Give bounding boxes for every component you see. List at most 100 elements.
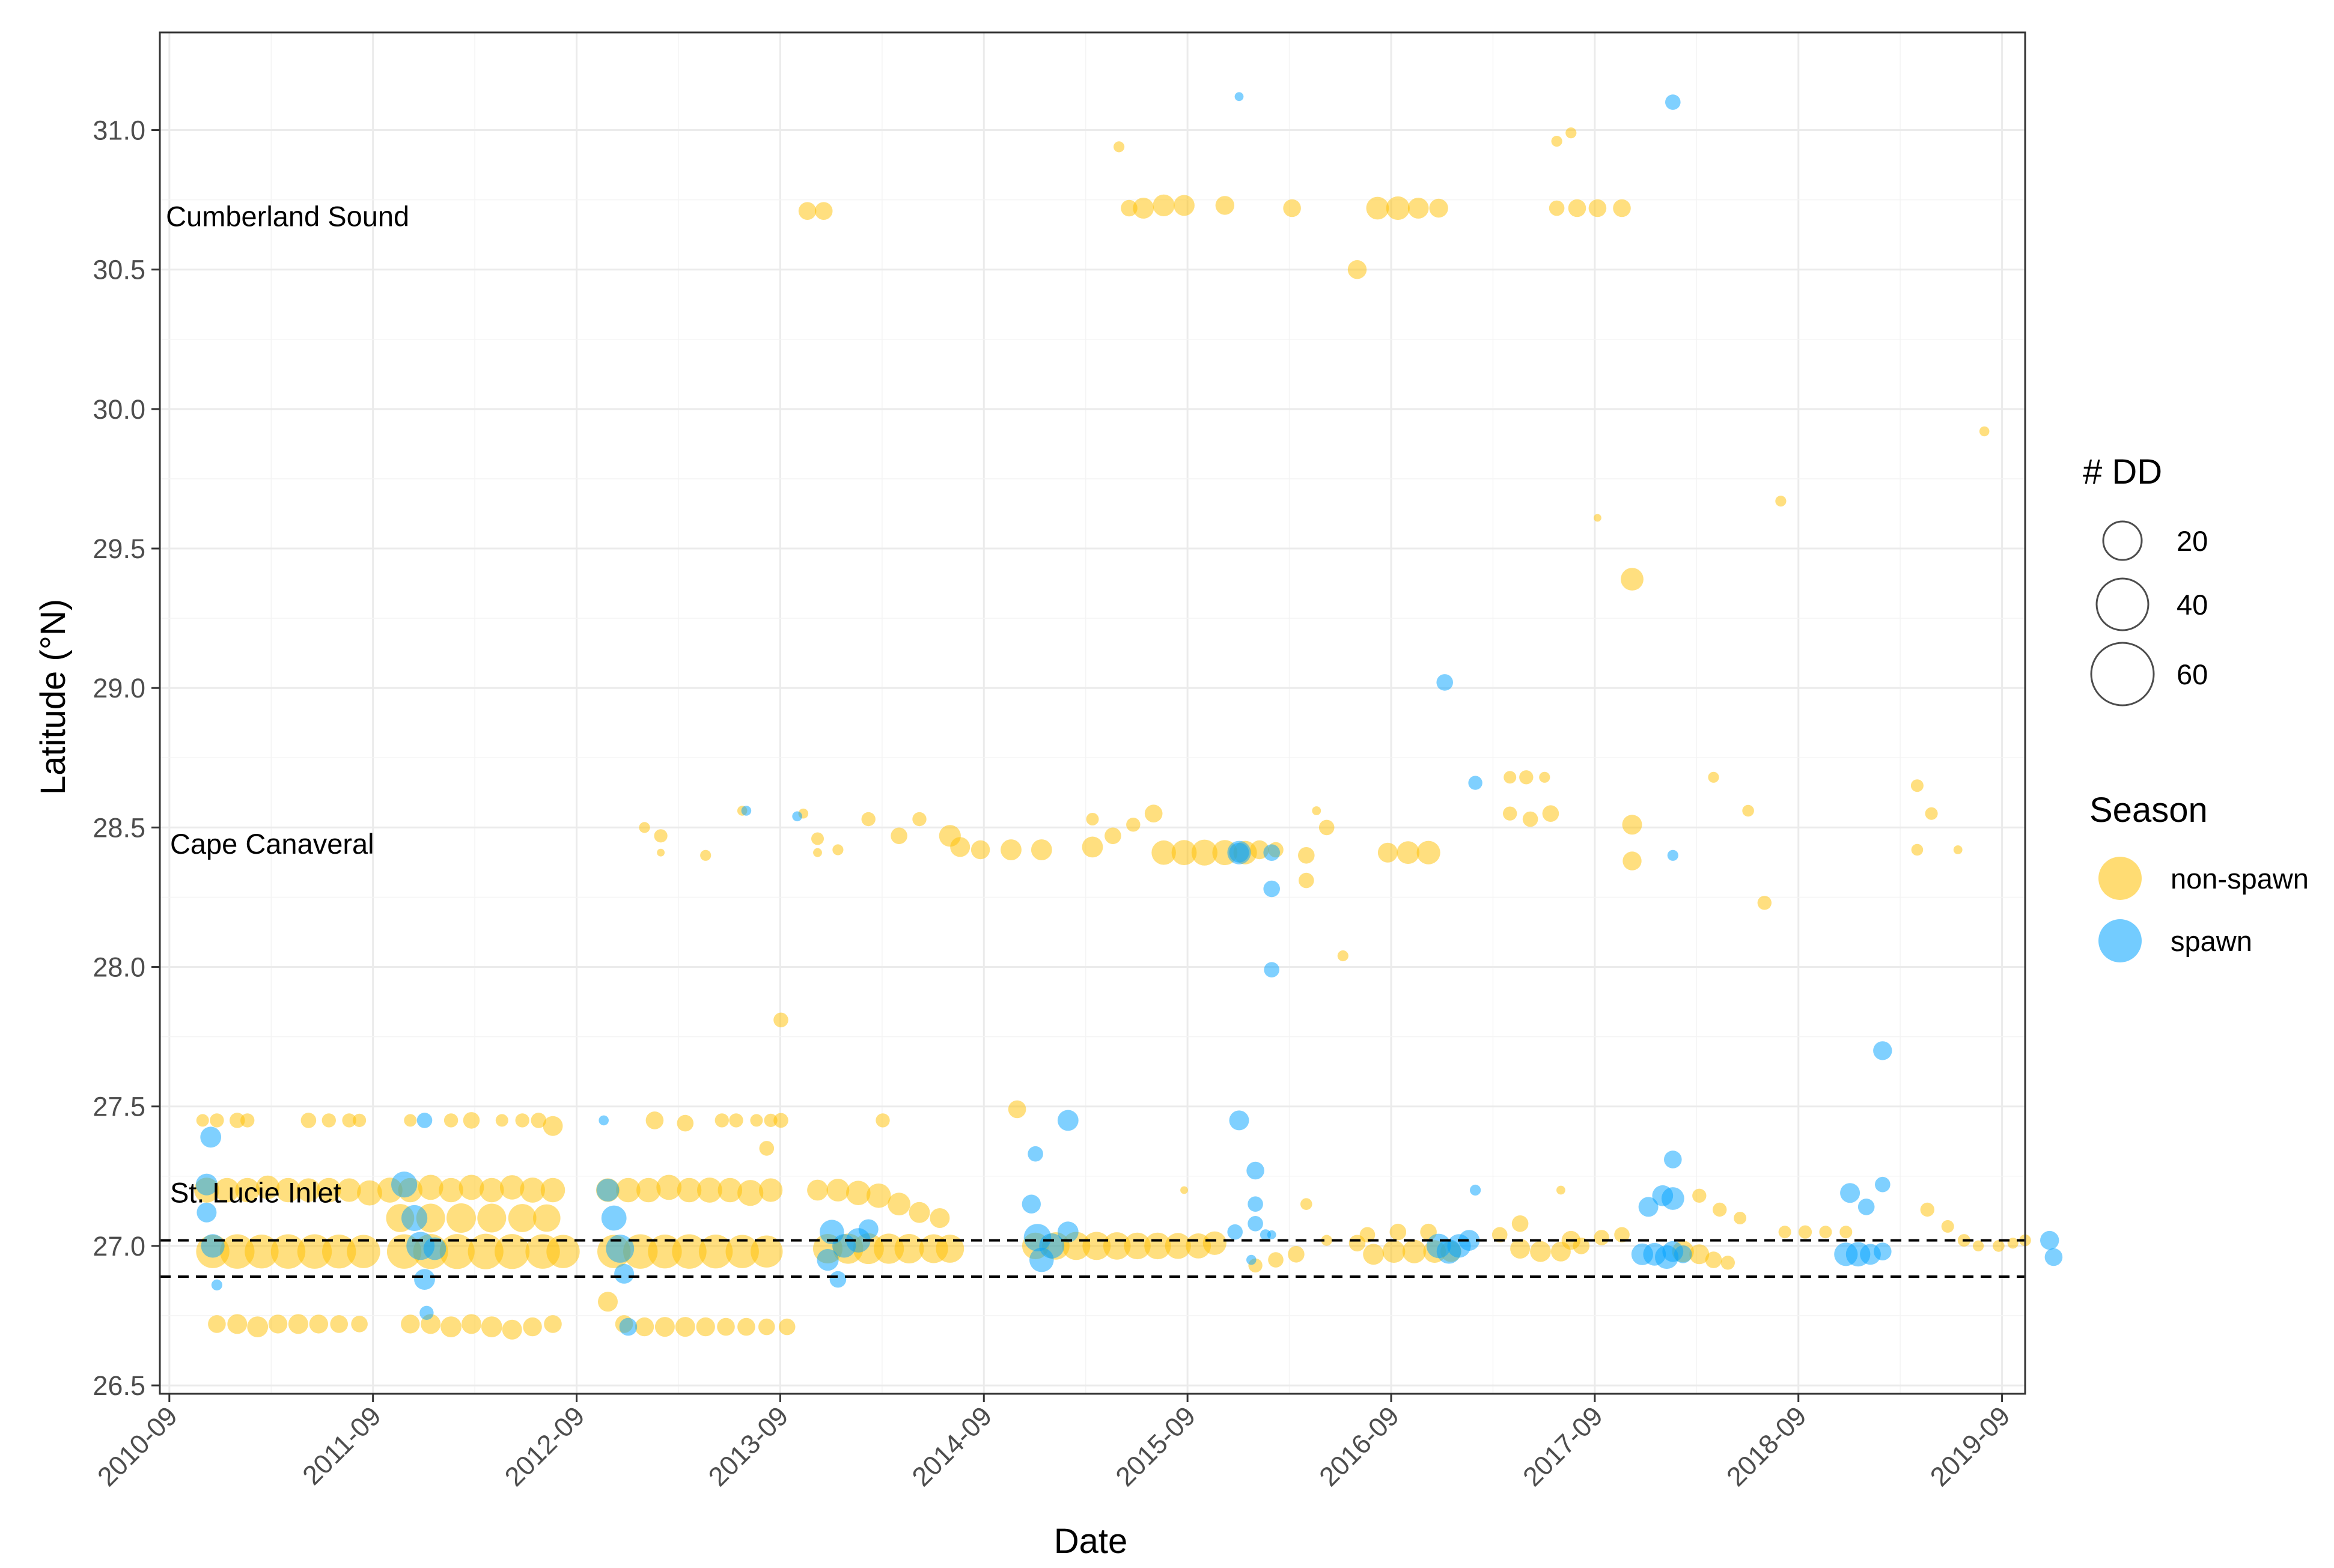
non-spawn-point bbox=[725, 1235, 759, 1268]
spawn-point bbox=[416, 1113, 433, 1128]
spawn-point bbox=[619, 1317, 638, 1336]
non-spawn-point bbox=[888, 1193, 910, 1216]
non-spawn-point bbox=[1511, 1215, 1529, 1232]
legend-color-title: Season bbox=[2089, 791, 2208, 830]
spawn-point bbox=[1840, 1183, 1860, 1203]
y-tick-label: 28.5 bbox=[93, 812, 145, 843]
non-spawn-point bbox=[1588, 199, 1607, 217]
non-spawn-point bbox=[1705, 1251, 1722, 1268]
non-spawn-point bbox=[1720, 1256, 1735, 1270]
non-spawn-point bbox=[347, 1235, 380, 1268]
non-spawn-point bbox=[317, 1178, 341, 1203]
non-spawn-point bbox=[276, 1178, 300, 1203]
spawn-point bbox=[599, 1115, 609, 1126]
non-spawn-point bbox=[220, 1234, 255, 1269]
non-spawn-point bbox=[240, 1113, 255, 1128]
non-spawn-point bbox=[1953, 845, 1963, 854]
legend-size-label-60: 60 bbox=[2177, 658, 2208, 690]
non-spawn-point bbox=[773, 1113, 788, 1128]
non-spawn-point bbox=[677, 1114, 694, 1132]
non-spawn-point bbox=[811, 832, 824, 845]
spawn-point bbox=[1057, 1110, 1079, 1131]
non-spawn-point bbox=[751, 1235, 783, 1268]
legend-swatch-spawn bbox=[2098, 919, 2142, 962]
non-spawn-point bbox=[477, 1203, 507, 1233]
legend-size-key-40 bbox=[2095, 577, 2150, 631]
non-spawn-point bbox=[1312, 806, 1321, 815]
non-spawn-point bbox=[268, 1314, 288, 1334]
non-spawn-point bbox=[1031, 839, 1052, 860]
non-spawn-point bbox=[322, 1235, 356, 1269]
spawn-point bbox=[1873, 1041, 1892, 1060]
non-spawn-point bbox=[337, 1178, 361, 1202]
non-spawn-point bbox=[544, 1315, 562, 1333]
non-spawn-point bbox=[1300, 1198, 1312, 1210]
non-spawn-point bbox=[463, 1112, 480, 1129]
spawn-point bbox=[391, 1171, 418, 1198]
non-spawn-point bbox=[288, 1314, 308, 1334]
spawn-point bbox=[601, 1205, 627, 1231]
spawn-point bbox=[1458, 1230, 1480, 1251]
non-spawn-point bbox=[353, 1113, 367, 1127]
y-tick-label: 30.0 bbox=[93, 394, 145, 425]
non-spawn-point bbox=[1551, 136, 1562, 147]
spawn-point bbox=[1246, 1161, 1264, 1180]
spawn-point bbox=[1664, 1150, 1682, 1168]
spawn-point bbox=[195, 1173, 218, 1196]
spawn-point bbox=[1874, 1242, 1892, 1260]
non-spawn-point bbox=[309, 1314, 328, 1334]
non-spawn-point bbox=[1979, 426, 1990, 437]
non-spawn-point bbox=[1708, 771, 1719, 783]
non-spawn-point bbox=[1911, 843, 1924, 856]
non-spawn-point bbox=[459, 1174, 484, 1200]
spawn-point bbox=[614, 1263, 635, 1284]
y-tick-label: 30.5 bbox=[93, 255, 145, 285]
spawn-point bbox=[1028, 1146, 1043, 1162]
non-spawn-point bbox=[1337, 950, 1348, 962]
non-spawn-point bbox=[499, 1175, 525, 1200]
series-non-spawn bbox=[194, 127, 2031, 1340]
non-spawn-point bbox=[468, 1233, 504, 1269]
non-spawn-point bbox=[230, 1113, 245, 1128]
spawn-point bbox=[2040, 1230, 2059, 1250]
non-spawn-point bbox=[1386, 196, 1410, 220]
non-spawn-point bbox=[616, 1178, 641, 1203]
spawn-point bbox=[1638, 1197, 1659, 1217]
spawn-point bbox=[596, 1179, 620, 1202]
legend-swatch-non-spawn bbox=[2098, 857, 2142, 900]
grid bbox=[160, 32, 2025, 1394]
non-spawn-point bbox=[543, 1116, 563, 1136]
y-axis-title: Latitude (°N) bbox=[34, 599, 73, 795]
legend-label-non-spawn: non-spawn bbox=[2171, 863, 2309, 895]
non-spawn-point bbox=[1191, 839, 1217, 866]
non-spawn-point bbox=[215, 1178, 240, 1203]
non-spawn-point bbox=[520, 1178, 545, 1203]
spawn-point bbox=[1470, 1184, 1481, 1196]
non-spawn-point bbox=[635, 1317, 654, 1337]
non-spawn-point bbox=[1082, 836, 1103, 858]
non-spawn-point bbox=[936, 1235, 964, 1263]
y-tick-label: 28.0 bbox=[93, 952, 145, 983]
non-spawn-point bbox=[439, 1178, 463, 1203]
non-spawn-point bbox=[909, 1202, 930, 1223]
non-spawn-point bbox=[930, 1208, 950, 1228]
non-spawn-point bbox=[657, 848, 665, 857]
non-spawn-point bbox=[1550, 1241, 1571, 1262]
non-spawn-point bbox=[1503, 806, 1517, 821]
non-spawn-point bbox=[1692, 1188, 1707, 1203]
non-spawn-point bbox=[773, 1012, 788, 1028]
non-spawn-point bbox=[759, 1141, 775, 1156]
non-spawn-point bbox=[1318, 819, 1335, 836]
spawn-point bbox=[1227, 1224, 1243, 1240]
spawn-point bbox=[1246, 1254, 1257, 1265]
non-spawn-point bbox=[1839, 1226, 1853, 1239]
non-spawn-point bbox=[672, 1234, 707, 1269]
spawn-point bbox=[817, 1249, 839, 1271]
y-tick-label: 27.0 bbox=[93, 1231, 145, 1262]
non-spawn-point bbox=[523, 1317, 542, 1337]
non-spawn-point bbox=[1742, 804, 1754, 817]
non-spawn-point bbox=[357, 1180, 382, 1206]
non-spawn-point bbox=[533, 1204, 561, 1232]
non-spawn-point bbox=[1713, 1202, 1727, 1217]
non-spawn-point bbox=[813, 848, 822, 857]
